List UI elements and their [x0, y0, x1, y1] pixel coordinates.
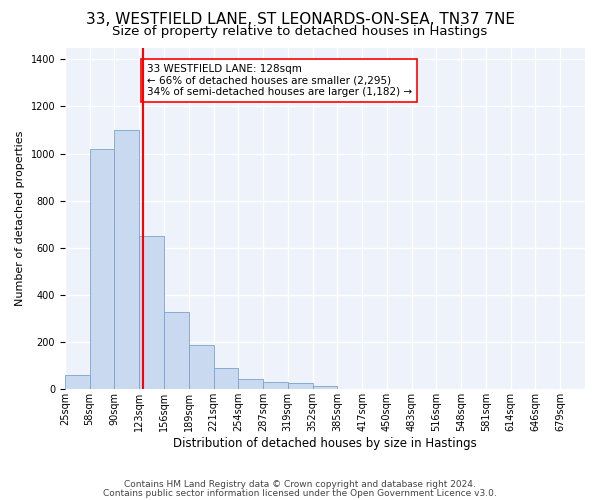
Text: 33, WESTFIELD LANE, ST LEONARDS-ON-SEA, TN37 7NE: 33, WESTFIELD LANE, ST LEONARDS-ON-SEA, …	[86, 12, 515, 28]
Bar	[115, 130, 139, 390]
Bar	[288, 384, 313, 390]
X-axis label: Distribution of detached houses by size in Hastings: Distribution of detached houses by size …	[173, 437, 477, 450]
Text: Contains public sector information licensed under the Open Government Licence v3: Contains public sector information licen…	[103, 490, 497, 498]
Bar	[164, 312, 189, 390]
Bar	[263, 382, 288, 390]
Bar	[65, 375, 89, 390]
Bar	[238, 378, 263, 390]
Bar	[139, 236, 164, 390]
Text: Contains HM Land Registry data © Crown copyright and database right 2024.: Contains HM Land Registry data © Crown c…	[124, 480, 476, 489]
Bar	[313, 386, 337, 390]
Text: Size of property relative to detached houses in Hastings: Size of property relative to detached ho…	[112, 25, 488, 38]
Bar	[214, 368, 238, 390]
Text: 33 WESTFIELD LANE: 128sqm
← 66% of detached houses are smaller (2,295)
34% of se: 33 WESTFIELD LANE: 128sqm ← 66% of detac…	[146, 64, 412, 97]
Bar	[89, 149, 115, 390]
Bar	[189, 344, 214, 390]
Y-axis label: Number of detached properties: Number of detached properties	[15, 130, 25, 306]
